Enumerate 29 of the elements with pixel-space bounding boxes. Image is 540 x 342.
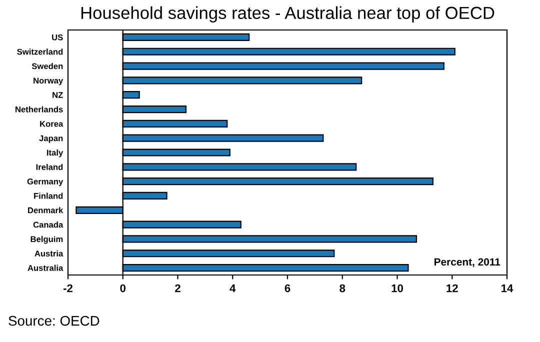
y-tick-label: Denmark bbox=[28, 207, 64, 214]
y-tick-label: Ireland bbox=[36, 164, 63, 170]
x-tick-label: 6 bbox=[284, 284, 290, 292]
y-tick-label: Norway bbox=[34, 78, 64, 86]
chart-title: Household savings rates - Australia near top of OECD bbox=[81, 6, 494, 22]
x-tick-label: 8 bbox=[340, 284, 346, 292]
y-tick-label: Switzerland bbox=[17, 48, 63, 55]
x-tick-label: 0 bbox=[120, 284, 126, 292]
x-tick-label: -2 bbox=[63, 284, 72, 292]
y-tick-label: Japan bbox=[39, 135, 63, 143]
x-tick-label: 4 bbox=[230, 284, 236, 292]
y-tick-label: Sweden bbox=[32, 63, 63, 70]
y-tick-label: NZ bbox=[52, 92, 63, 98]
y-tick-label: Germany bbox=[27, 178, 64, 186]
x-tick-label: 10 bbox=[392, 284, 403, 292]
x-tick-label: 12 bbox=[446, 284, 458, 292]
y-tick-label: Finland bbox=[34, 192, 63, 199]
x-tick-label: 14 bbox=[502, 284, 514, 292]
y-tick-label: Korea bbox=[40, 120, 64, 127]
y-tick-label: Canada bbox=[33, 222, 64, 228]
y-tick-label: Austria bbox=[34, 250, 64, 256]
source-note: Source: OECD bbox=[8, 316, 100, 326]
y-tick-label: Italy bbox=[47, 149, 64, 158]
annotation: Percent, 2011 bbox=[434, 258, 500, 268]
y-tick-label: US bbox=[52, 34, 63, 40]
y-tick-label: Netherlands bbox=[16, 106, 63, 112]
y-tick-label: Belguim bbox=[30, 236, 63, 244]
y-tick-label: Australia bbox=[28, 264, 64, 271]
x-tick-label: 2 bbox=[175, 284, 180, 292]
